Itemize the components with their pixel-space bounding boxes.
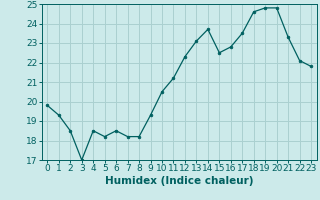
X-axis label: Humidex (Indice chaleur): Humidex (Indice chaleur) [105,176,253,186]
